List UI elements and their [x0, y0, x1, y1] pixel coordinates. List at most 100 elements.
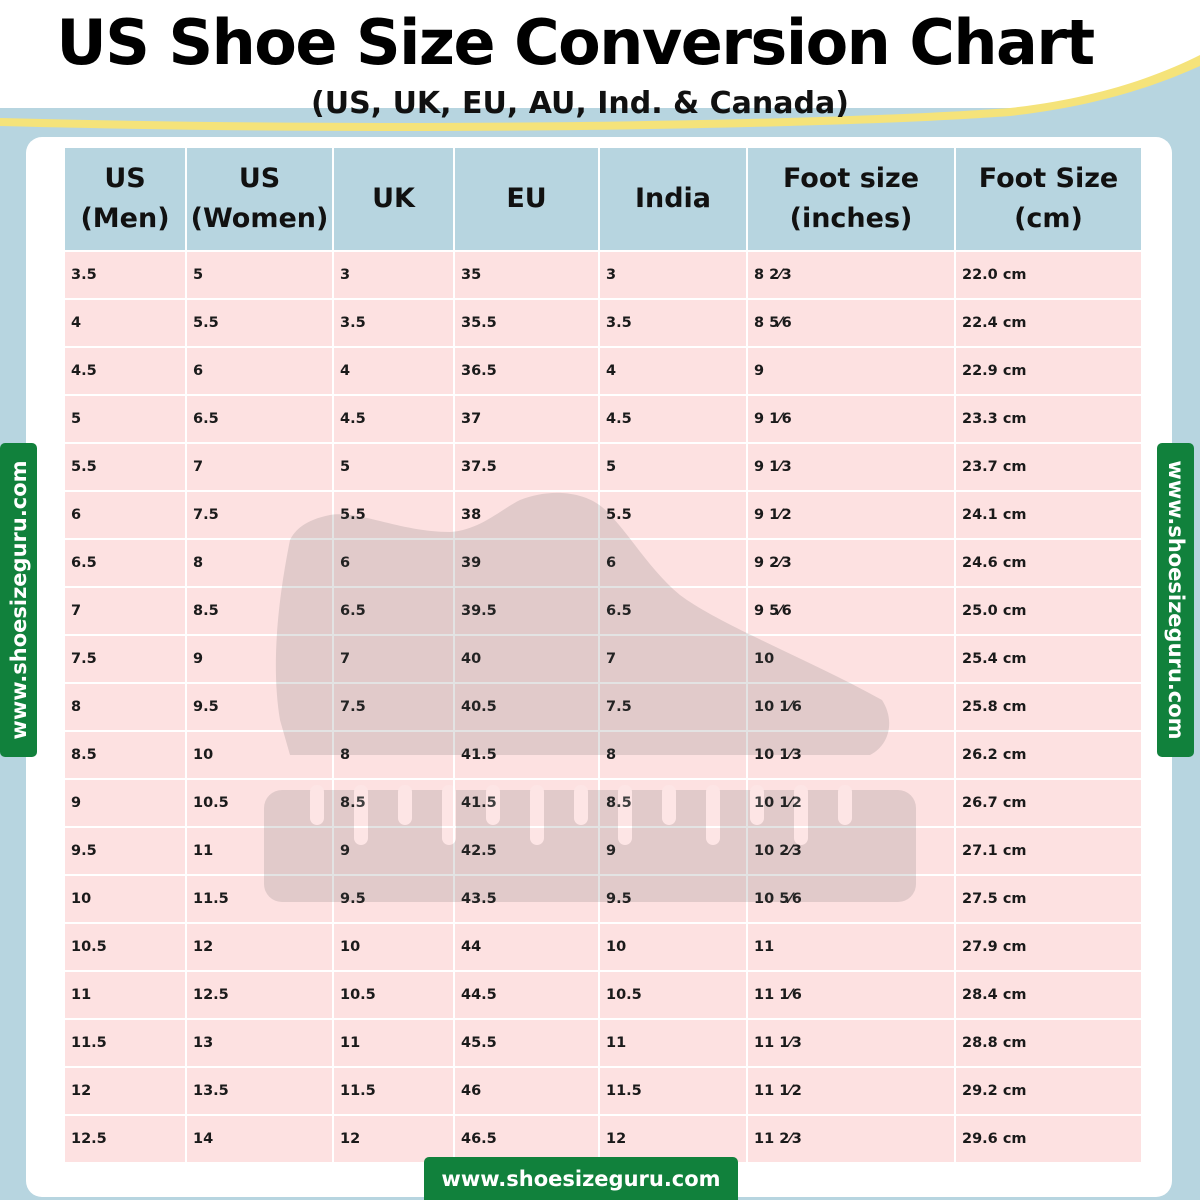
table-row: 11.5 13 11 45.5 11 11 1⁄3 28.8 cm: [65, 1019, 1141, 1068]
table-row: 9.5 11 9 42.5 9 10 2⁄3 27.1 cm: [65, 827, 1141, 876]
table-cell: 10.5: [186, 779, 334, 828]
table-cell: 10: [186, 731, 334, 780]
table-cell: 13.5: [186, 1067, 334, 1116]
table-row: 7.5 9 7 40 7 10 25.4 cm: [65, 635, 1141, 684]
side-website-text-left: www.shoesizeguru.com: [6, 460, 31, 740]
column-header: UK: [333, 148, 455, 252]
table-cell: 12.5: [65, 1115, 187, 1164]
table-cell: 12: [599, 1115, 748, 1164]
column-header-label: (Women): [190, 203, 329, 234]
table-cell: 7.5: [333, 683, 455, 732]
table-cell: 6.5: [333, 587, 455, 636]
header-wave-decoration: [0, 55, 1200, 150]
table-cell: 4: [599, 347, 748, 396]
table-cell: 9.5: [65, 827, 187, 876]
table-row: 6.5 8 6 39 6 9 2⁄3 24.6 cm: [65, 539, 1141, 588]
table-cell: 9 1⁄2: [747, 491, 956, 540]
table-cell: 10: [65, 875, 187, 924]
table-cell: 5: [333, 443, 455, 492]
table-cell: 23.3 cm: [955, 395, 1141, 444]
table-row: 11 12.5 10.5 44.5 10.5 11 1⁄6 28.4 cm: [65, 971, 1141, 1020]
table-cell: 10 1⁄3: [747, 731, 956, 780]
table-cell: 10: [599, 923, 748, 972]
table-row: 7 8.5 6.5 39.5 6.5 9 5⁄6 25.0 cm: [65, 587, 1141, 636]
table-row: 12 13.5 11.5 46 11.5 11 1⁄2 29.2 cm: [65, 1067, 1141, 1116]
column-header: EU: [454, 148, 600, 252]
table-cell: 8.5: [333, 779, 455, 828]
table-cell: 11: [333, 1019, 455, 1068]
table-cell: 11 1⁄6: [747, 971, 956, 1020]
side-website-tab-left[interactable]: www.shoesizeguru.com: [0, 443, 37, 757]
table-cell: 8.5: [186, 587, 334, 636]
table-cell: 13: [186, 1019, 334, 1068]
column-header-label: Foot Size: [978, 163, 1119, 194]
size-conversion-table: US (Men) US (Women) UK EU India Foot size (inche…: [65, 148, 1141, 1164]
column-header-label: India: [634, 183, 712, 214]
column-header-label: Foot size: [782, 163, 920, 194]
table-cell: 38: [454, 491, 600, 540]
table-cell: 7: [186, 443, 334, 492]
table-header-row: US (Men) US (Women) UK EU India Foot size (inche…: [65, 148, 1141, 252]
table-cell: 8 2⁄3: [747, 251, 956, 300]
table-cell: 6: [65, 491, 187, 540]
table-cell: 11: [65, 971, 187, 1020]
table-cell: 5.5: [333, 491, 455, 540]
table-cell: 40: [454, 635, 600, 684]
table-cell: 4.5: [333, 395, 455, 444]
column-header-label: UK: [372, 183, 415, 214]
table-cell: 11 1⁄2: [747, 1067, 956, 1116]
table-cell: 36.5: [454, 347, 600, 396]
table-cell: 9.5: [333, 875, 455, 924]
table-cell: 35.5: [454, 299, 600, 348]
table-cell: 22.0 cm: [955, 251, 1141, 300]
page-title: US Shoe Size Conversion Chart: [56, 6, 1095, 79]
table-row: 4 5.5 3.5 35.5 3.5 8 5⁄6 22.4 cm: [65, 299, 1141, 348]
footer-website-tab[interactable]: www.shoesizeguru.com: [424, 1157, 738, 1200]
table-cell: 11.5: [333, 1067, 455, 1116]
table-cell: 9: [747, 347, 956, 396]
table-cell: 24.1 cm: [955, 491, 1141, 540]
table-cell: 44: [454, 923, 600, 972]
table-cell: 26.7 cm: [955, 779, 1141, 828]
table-cell: 7.5: [599, 683, 748, 732]
table-cell: 5.5: [186, 299, 334, 348]
side-website-text-right: www.shoesizeguru.com: [1163, 460, 1188, 740]
table-cell: 9 2⁄3: [747, 539, 956, 588]
table-cell: 5: [65, 395, 187, 444]
table-cell: 25.0 cm: [955, 587, 1141, 636]
table-cell: 10: [333, 923, 455, 972]
table-cell: 46: [454, 1067, 600, 1116]
table-cell: 8 5⁄6: [747, 299, 956, 348]
table-cell: 9.5: [599, 875, 748, 924]
table-row: 12.5 14 12 46.5 12 11 2⁄3 29.6 cm: [65, 1115, 1141, 1164]
table-cell: 7.5: [65, 635, 187, 684]
table-cell: 5: [186, 251, 334, 300]
table-cell: 12: [65, 1067, 187, 1116]
table-row: 5 6.5 4.5 37 4.5 9 1⁄6 23.3 cm: [65, 395, 1141, 444]
table-cell: 29.2 cm: [955, 1067, 1141, 1116]
table-cell: 10.5: [333, 971, 455, 1020]
table-cell: 6: [599, 539, 748, 588]
side-website-tab-right[interactable]: www.shoesizeguru.com: [1157, 443, 1194, 757]
page-subtitle: (US, UK, EU, AU, Ind. & Canada): [311, 86, 849, 121]
table-cell: 40.5: [454, 683, 600, 732]
table-cell: 8.5: [599, 779, 748, 828]
table-cell: 8: [333, 731, 455, 780]
table-cell: 12.5: [186, 971, 334, 1020]
table-cell: 10 1⁄2: [747, 779, 956, 828]
table-cell: 39: [454, 539, 600, 588]
column-header: Foot size (inches): [747, 148, 956, 252]
table-cell: 8: [186, 539, 334, 588]
table-cell: 39.5: [454, 587, 600, 636]
table-cell: 6.5: [186, 395, 334, 444]
table-cell: 11 1⁄3: [747, 1019, 956, 1068]
column-header-label: US: [238, 163, 281, 194]
table-row: 10 11.5 9.5 43.5 9.5 10 5⁄6 27.5 cm: [65, 875, 1141, 924]
table-cell: 9: [65, 779, 187, 828]
table-row: 8.5 10 8 41.5 8 10 1⁄3 26.2 cm: [65, 731, 1141, 780]
table-cell: 29.6 cm: [955, 1115, 1141, 1164]
table-cell: 11.5: [65, 1019, 187, 1068]
table-cell: 3: [333, 251, 455, 300]
table-cell: 27.9 cm: [955, 923, 1141, 972]
table-cell: 46.5: [454, 1115, 600, 1164]
